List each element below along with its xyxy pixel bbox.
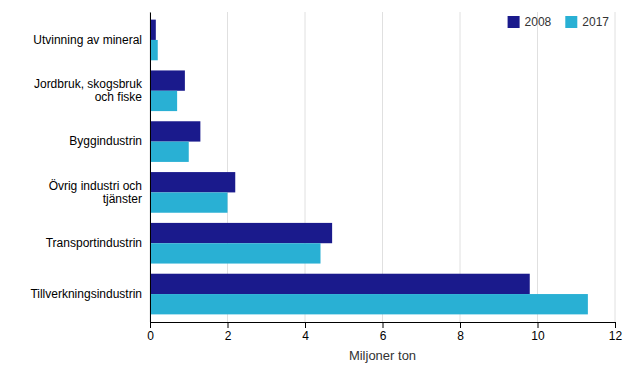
tick-mark xyxy=(228,322,229,328)
bar xyxy=(150,274,530,294)
tick-mark xyxy=(383,322,384,328)
tick-label-line: Byggindustrin xyxy=(69,134,142,148)
bar xyxy=(150,121,200,141)
tick-mark xyxy=(150,322,151,328)
tick-label-line: tjänster xyxy=(103,192,142,206)
tick-label: Övrig industri ochtjänster xyxy=(49,179,142,206)
legend-label: 2017 xyxy=(582,15,609,29)
bar xyxy=(150,223,332,243)
axis-line xyxy=(150,13,151,323)
grid-line xyxy=(150,12,151,322)
chart: 0 2 4 6 8 10 12 Tillverkningsindustrin Transport… xyxy=(0,0,635,368)
grid-line xyxy=(615,12,616,322)
tick-label: Tillverkningsindustrin xyxy=(30,287,142,301)
tick-label: 2 xyxy=(225,329,232,343)
bar xyxy=(150,91,177,111)
tick-label: Byggindustrin xyxy=(69,134,142,148)
y-axis: Tillverkningsindustrin Transportindustrin… xyxy=(30,13,150,323)
x-axis-title: Miljoner ton xyxy=(349,348,416,363)
tick: Byggindustrin xyxy=(69,134,150,148)
tick-label-line: Transportindustrin xyxy=(46,236,142,250)
tick-label: 0 xyxy=(147,329,154,343)
legend-swatch xyxy=(508,16,520,28)
tick: Jordbruk, skogsbrukoch fiske xyxy=(34,77,150,104)
tick-label: 6 xyxy=(380,329,387,343)
tick-label: 10 xyxy=(531,329,545,343)
tick: 8 xyxy=(457,322,464,343)
legend-item: 2008 xyxy=(508,15,552,29)
tick-label: Utvinning av mineral xyxy=(33,33,142,47)
tick-mark xyxy=(305,322,306,328)
tick: Tillverkningsindustrin xyxy=(30,287,150,301)
legend-swatch xyxy=(565,16,577,28)
grid xyxy=(150,12,615,322)
legend: 2008 2017 xyxy=(508,15,610,29)
bar xyxy=(150,142,189,162)
tick-label: 4 xyxy=(302,329,309,343)
bar xyxy=(150,192,228,212)
plot: 0 2 4 6 8 10 12 Tillverkningsindustrin Transport… xyxy=(30,12,622,343)
tick: 2 xyxy=(225,322,232,343)
tick: Övrig industri ochtjänster xyxy=(49,179,150,206)
tick-mark xyxy=(538,322,539,328)
tick: Utvinning av mineral xyxy=(33,33,150,47)
tick-label: 12 xyxy=(609,329,623,343)
bar-series xyxy=(150,20,530,294)
tick: 0 xyxy=(147,322,154,343)
tick-label-line: Övrig industri och xyxy=(49,179,142,193)
tick: 10 xyxy=(531,322,545,343)
tick-label-line: Jordbruk, skogsbruk xyxy=(34,77,143,91)
bar xyxy=(150,243,321,263)
bar xyxy=(150,172,235,192)
bar-series xyxy=(150,40,588,314)
tick: 6 xyxy=(380,322,387,343)
grid-line xyxy=(537,12,538,322)
bar xyxy=(150,70,185,90)
tick-mark xyxy=(615,322,616,328)
tick-label-line: Tillverkningsindustrin xyxy=(30,287,142,301)
bars xyxy=(150,20,588,315)
legend-item: 2017 xyxy=(565,15,609,29)
tick-label: 8 xyxy=(457,329,464,343)
x-axis: 0 2 4 6 8 10 12 xyxy=(147,322,622,343)
tick: 4 xyxy=(302,322,309,343)
legend-label: 2008 xyxy=(525,15,552,29)
tick: Transportindustrin xyxy=(46,236,150,250)
tick-label: Jordbruk, skogsbrukoch fiske xyxy=(34,77,143,104)
tick-label: Transportindustrin xyxy=(46,236,142,250)
bar xyxy=(150,40,158,60)
tick-mark xyxy=(460,322,461,328)
tick-label-line: Utvinning av mineral xyxy=(33,33,142,47)
bar xyxy=(150,294,588,314)
tick-label-line: och fiske xyxy=(95,90,143,104)
tick: 12 xyxy=(609,322,623,343)
